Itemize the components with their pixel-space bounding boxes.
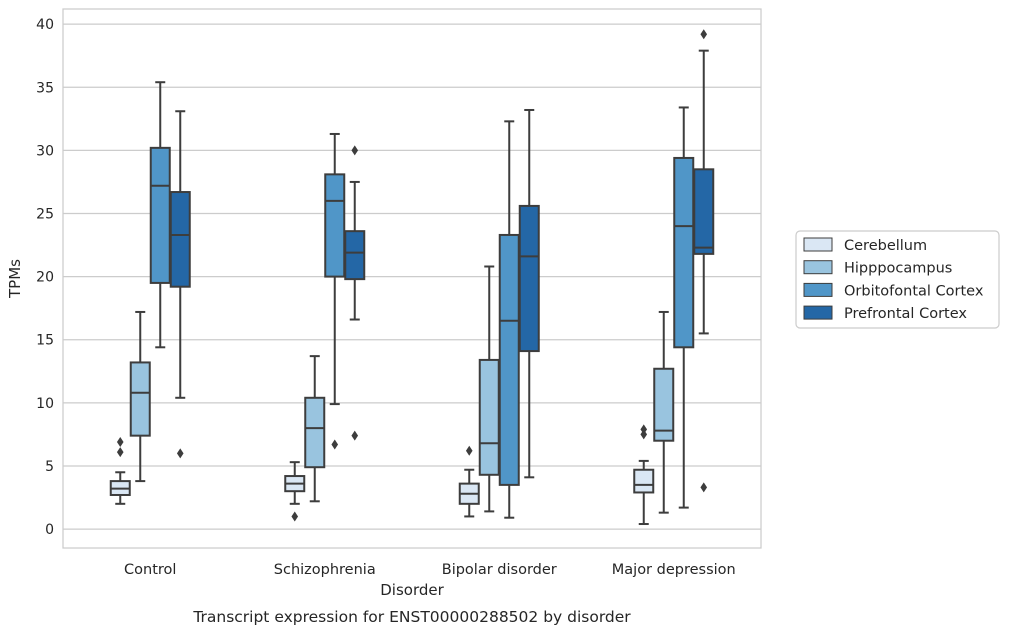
box-prefrontal-cortex-2 [518, 108, 540, 479]
y-axis-label: TPMs [6, 259, 24, 299]
box-iqr [149, 146, 171, 284]
legend-swatch [803, 260, 833, 275]
y-tick-label: 20 [36, 270, 54, 286]
y-axis-ticks: 0 5 10 15 20 25 30 35 40 [36, 17, 54, 538]
legend-frame [795, 230, 1000, 329]
legend-swatch [803, 282, 833, 297]
box-cerebellum-1 [284, 461, 306, 522]
x-tick-label: Schizophrenia [274, 562, 376, 578]
chart-caption: Transcript expression for ENST0000028850… [192, 608, 631, 626]
box-orbitofontal-cortex-0 [149, 81, 171, 349]
y-tick-label: 40 [36, 17, 54, 33]
x-tick-label: Bipolar disorder [442, 562, 557, 578]
outlier-point [331, 439, 339, 450]
box-iqr [673, 156, 695, 349]
box-iqr [344, 230, 366, 281]
outlier-point [465, 445, 473, 456]
box-prefrontal-cortex-1 [344, 145, 366, 441]
y-tick-label: 5 [45, 459, 54, 475]
outlier-point [176, 448, 184, 459]
box-hipppocampus-1 [304, 355, 326, 503]
outlier-point [116, 436, 124, 447]
box-iqr [304, 396, 326, 469]
box-iqr [518, 204, 540, 353]
outlier-point [291, 511, 299, 522]
outlier-point [640, 429, 648, 440]
box-iqr [169, 191, 191, 288]
boxes [109, 29, 715, 526]
box-cerebellum-3 [633, 424, 655, 526]
legend: Cerebellum Hipppocampus Orbitofontal Corte… [795, 230, 1000, 329]
outlier-point [640, 424, 648, 435]
box-hipppocampus-0 [129, 310, 151, 483]
legend-label: Prefrontal Cortex [844, 306, 967, 322]
outlier-point [116, 447, 124, 458]
legend-swatch [803, 305, 833, 320]
box-orbitofontal-cortex-1 [324, 132, 346, 450]
y-tick-label: 15 [36, 333, 54, 349]
outlier-point [700, 482, 708, 493]
legend-swatch [803, 237, 833, 252]
box-hipppocampus-3 [653, 310, 675, 514]
box-iqr [693, 168, 715, 255]
box-iqr [498, 233, 520, 486]
y-tick-label: 35 [36, 80, 54, 96]
box-prefrontal-cortex-0 [169, 110, 191, 459]
box-prefrontal-cortex-3 [693, 29, 715, 493]
box-iqr [129, 361, 151, 437]
legend-label: Cerebellum [844, 238, 927, 254]
box-iqr [633, 468, 655, 494]
plot-frame [62, 8, 762, 549]
y-tick-label: 10 [36, 396, 54, 412]
x-axis-label: Disorder [380, 581, 444, 599]
outlier-point [700, 29, 708, 40]
y-tick-label: 0 [45, 522, 54, 538]
legend-label: Hipppocampus [844, 261, 952, 277]
box-orbitofontal-cortex-2 [498, 120, 520, 519]
y-tick-label: 30 [36, 143, 54, 159]
y-tick-label: 25 [36, 206, 54, 222]
box-iqr [478, 358, 500, 476]
box-hipppocampus-2 [478, 265, 500, 513]
x-tick-label: Control [124, 562, 176, 578]
legend-label: Orbitofontal Cortex [844, 283, 984, 299]
x-axis-ticks: Control Schizophrenia Bipolar disorder Majo… [124, 562, 736, 578]
x-tick-label: Major depression [612, 562, 736, 578]
box-orbitofontal-cortex-3 [673, 106, 695, 509]
outlier-point [351, 430, 359, 441]
outlier-point [351, 145, 359, 156]
box-cerebellum-2 [458, 445, 480, 518]
box-iqr [653, 367, 675, 442]
box-cerebellum-0 [109, 436, 131, 505]
box-iqr [324, 173, 346, 278]
